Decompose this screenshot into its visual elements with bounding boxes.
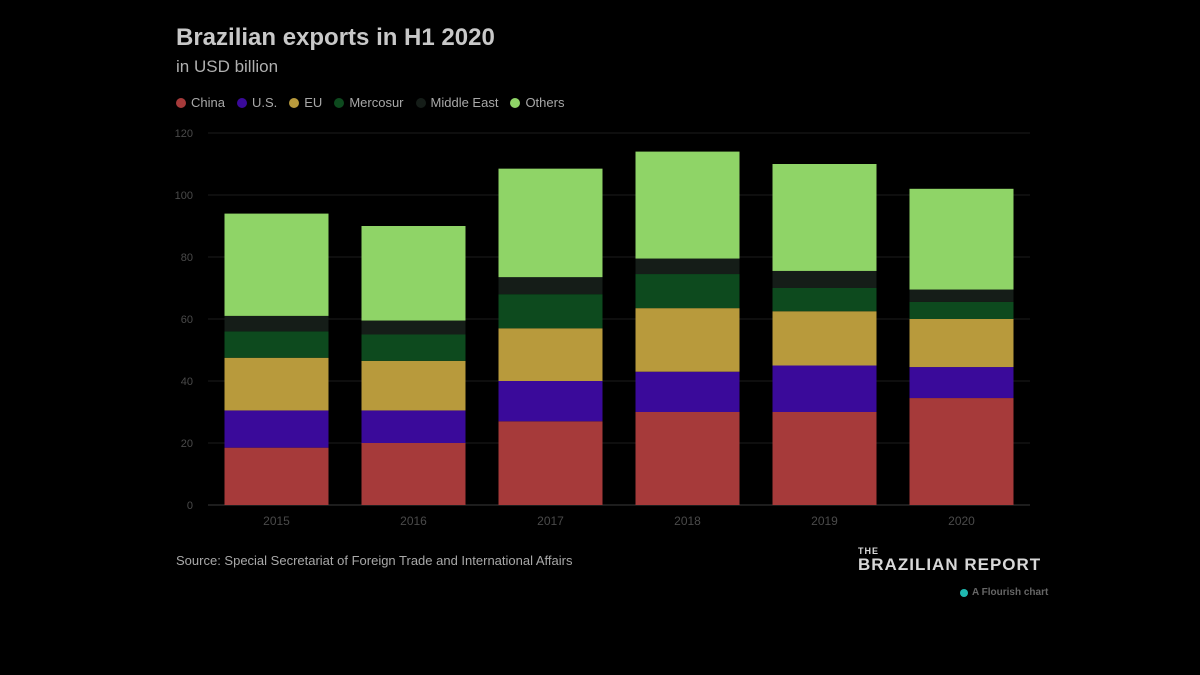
brand-logo: THE BRAZILIAN REPORT bbox=[858, 546, 1041, 575]
bar-segment-china[interactable] bbox=[498, 421, 603, 505]
bar-segment-others[interactable] bbox=[909, 188, 1014, 290]
bar-segment-u-s[interactable] bbox=[909, 367, 1014, 399]
bar-segment-eu[interactable] bbox=[498, 328, 603, 381]
brand-name: BRAZILIAN REPORT bbox=[858, 555, 1042, 574]
bar-segment-middle-east[interactable] bbox=[361, 320, 466, 335]
legend-item[interactable]: Mercosur bbox=[334, 95, 404, 110]
bar-segment-eu[interactable] bbox=[772, 311, 877, 366]
flourish-icon bbox=[960, 588, 968, 597]
legend-swatch bbox=[176, 97, 186, 108]
bar-segment-eu[interactable] bbox=[635, 308, 740, 372]
legend-item[interactable]: Middle East bbox=[415, 95, 499, 110]
legend-swatch bbox=[415, 97, 426, 108]
bar-segment-china[interactable] bbox=[772, 412, 877, 505]
bar-segment-china[interactable] bbox=[909, 398, 1014, 505]
bar-segment-others[interactable] bbox=[361, 226, 466, 321]
legend-label: U.S. bbox=[251, 95, 278, 110]
legend-swatch bbox=[236, 97, 247, 108]
bar-segment-china[interactable] bbox=[635, 412, 740, 505]
source-note: Source: Special Secretariat of Foreign T… bbox=[176, 553, 573, 568]
y-tick-label: 100 bbox=[175, 190, 193, 202]
legend-swatch bbox=[510, 97, 521, 108]
y-tick-label: 0 bbox=[187, 500, 193, 512]
bar-segment-u-s[interactable] bbox=[772, 365, 877, 413]
legend-item[interactable]: U.S. bbox=[236, 95, 278, 110]
bar-segment-u-s[interactable] bbox=[361, 410, 466, 443]
legend-item[interactable]: EU bbox=[289, 95, 322, 110]
bar-segment-eu[interactable] bbox=[361, 360, 466, 411]
bar-segment-china[interactable] bbox=[361, 443, 466, 505]
y-tick-label: 80 bbox=[181, 252, 193, 264]
bar-segment-mercosur[interactable] bbox=[909, 301, 1014, 319]
legend-swatch bbox=[289, 97, 300, 108]
bar-segment-middle-east[interactable] bbox=[909, 289, 1014, 302]
x-tick-label: 2017 bbox=[537, 514, 564, 528]
bar-segment-eu[interactable] bbox=[909, 319, 1014, 368]
bar-segment-middle-east[interactable] bbox=[772, 270, 877, 288]
bar-segment-mercosur[interactable] bbox=[635, 274, 740, 309]
legend-label: EU bbox=[304, 95, 323, 110]
legend-label: Mercosur bbox=[349, 95, 404, 110]
bar-segment-others[interactable] bbox=[224, 213, 329, 316]
legend-label: Middle East bbox=[430, 95, 499, 110]
bar-segment-others[interactable] bbox=[772, 164, 877, 271]
chart-subtitle: in USD billion bbox=[176, 57, 279, 76]
bar-segment-middle-east[interactable] bbox=[635, 258, 740, 275]
bar-segment-mercosur[interactable] bbox=[224, 331, 329, 358]
y-tick-label: 20 bbox=[181, 438, 193, 450]
bar-segment-others[interactable] bbox=[498, 168, 603, 278]
legend-item[interactable]: Others bbox=[510, 95, 564, 110]
brand-the: THE bbox=[858, 546, 879, 556]
bar-segment-mercosur[interactable] bbox=[498, 294, 603, 329]
legend-item[interactable]: China bbox=[176, 95, 225, 110]
legend-label: China bbox=[191, 95, 225, 110]
bar-segment-china[interactable] bbox=[224, 447, 329, 505]
bar-segment-mercosur[interactable] bbox=[772, 288, 877, 312]
legend: China U.S. EU Mercosur Middle East Others bbox=[176, 95, 564, 110]
flourish-credit[interactable]: A Flourish chart bbox=[960, 587, 1048, 598]
bar-segment-middle-east[interactable] bbox=[224, 315, 329, 332]
flourish-label: A Flourish chart bbox=[972, 587, 1049, 598]
bar-segment-eu[interactable] bbox=[224, 357, 329, 411]
x-tick-label: 2015 bbox=[263, 514, 290, 528]
x-tick-label: 2019 bbox=[811, 514, 838, 528]
x-tick-label: 2018 bbox=[674, 514, 701, 528]
chart-title: Brazilian exports in H1 2020 bbox=[176, 24, 495, 51]
legend-label: Others bbox=[525, 95, 565, 110]
bar-segment-others[interactable] bbox=[635, 151, 740, 259]
x-tick-label: 2016 bbox=[400, 514, 427, 528]
legend-swatch bbox=[334, 97, 345, 108]
bar-segment-u-s[interactable] bbox=[498, 381, 603, 422]
y-tick-label: 40 bbox=[181, 376, 193, 388]
bar-segment-mercosur[interactable] bbox=[361, 334, 466, 361]
y-tick-label: 120 bbox=[175, 128, 193, 140]
bar-segment-u-s[interactable] bbox=[635, 371, 740, 412]
bar-segment-middle-east[interactable] bbox=[498, 277, 603, 295]
x-tick-label: 2020 bbox=[948, 514, 975, 528]
bar-segment-u-s[interactable] bbox=[224, 410, 329, 448]
y-tick-label: 60 bbox=[181, 314, 193, 326]
